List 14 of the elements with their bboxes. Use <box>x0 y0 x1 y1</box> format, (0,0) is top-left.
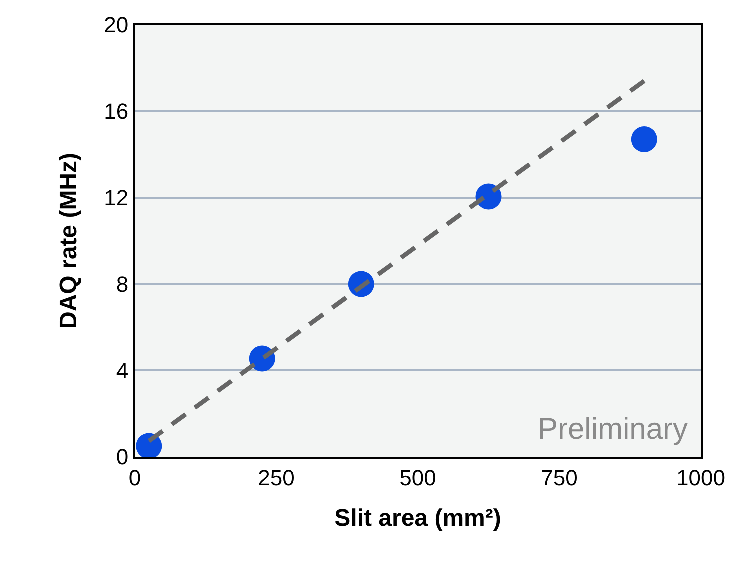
y-tick-label: 0 <box>116 444 129 470</box>
x-tick-label: 750 <box>541 465 578 490</box>
y-tick-label: 20 <box>104 12 129 38</box>
y-tick-label: 8 <box>116 272 129 297</box>
y-axis-title: DAQ rate (MHz) <box>56 152 83 330</box>
y-tick-label: 16 <box>104 99 129 124</box>
point <box>631 126 658 152</box>
x-tick-label: 250 <box>258 465 295 490</box>
annotation: Preliminary <box>538 413 688 446</box>
x-axis-title: Slit area (mm²) <box>334 505 502 532</box>
y-tick-label: 4 <box>116 358 129 384</box>
x-tick-label: 500 <box>400 465 436 490</box>
y-tick-label: 12 <box>104 186 129 210</box>
x-tick-label: 1000 <box>676 465 726 490</box>
